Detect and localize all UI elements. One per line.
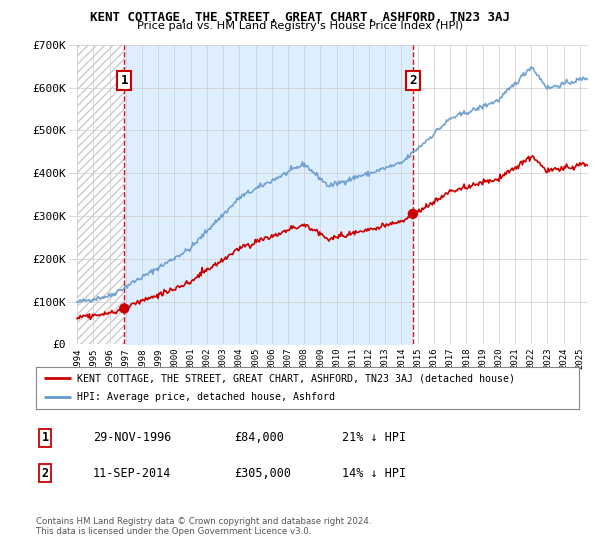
- Text: HPI: Average price, detached house, Ashford: HPI: Average price, detached house, Ashf…: [77, 393, 335, 403]
- Text: £84,000: £84,000: [234, 431, 284, 445]
- Text: KENT COTTAGE, THE STREET, GREAT CHART, ASHFORD, TN23 3AJ: KENT COTTAGE, THE STREET, GREAT CHART, A…: [90, 11, 510, 24]
- Text: 11-SEP-2014: 11-SEP-2014: [93, 466, 172, 480]
- Text: 21% ↓ HPI: 21% ↓ HPI: [342, 431, 406, 445]
- Text: 2: 2: [409, 74, 416, 87]
- Point: [119, 304, 129, 313]
- Text: KENT COTTAGE, THE STREET, GREAT CHART, ASHFORD, TN23 3AJ (detached house): KENT COTTAGE, THE STREET, GREAT CHART, A…: [77, 373, 515, 383]
- Text: 29-NOV-1996: 29-NOV-1996: [93, 431, 172, 445]
- Text: 1: 1: [41, 431, 49, 445]
- Text: £305,000: £305,000: [234, 466, 291, 480]
- Text: 2: 2: [41, 466, 49, 480]
- Point: [408, 209, 418, 218]
- Text: 1: 1: [121, 74, 128, 87]
- Text: Price paid vs. HM Land Registry's House Price Index (HPI): Price paid vs. HM Land Registry's House …: [137, 21, 463, 31]
- Text: 14% ↓ HPI: 14% ↓ HPI: [342, 466, 406, 480]
- Text: Contains HM Land Registry data © Crown copyright and database right 2024.
This d: Contains HM Land Registry data © Crown c…: [36, 517, 371, 536]
